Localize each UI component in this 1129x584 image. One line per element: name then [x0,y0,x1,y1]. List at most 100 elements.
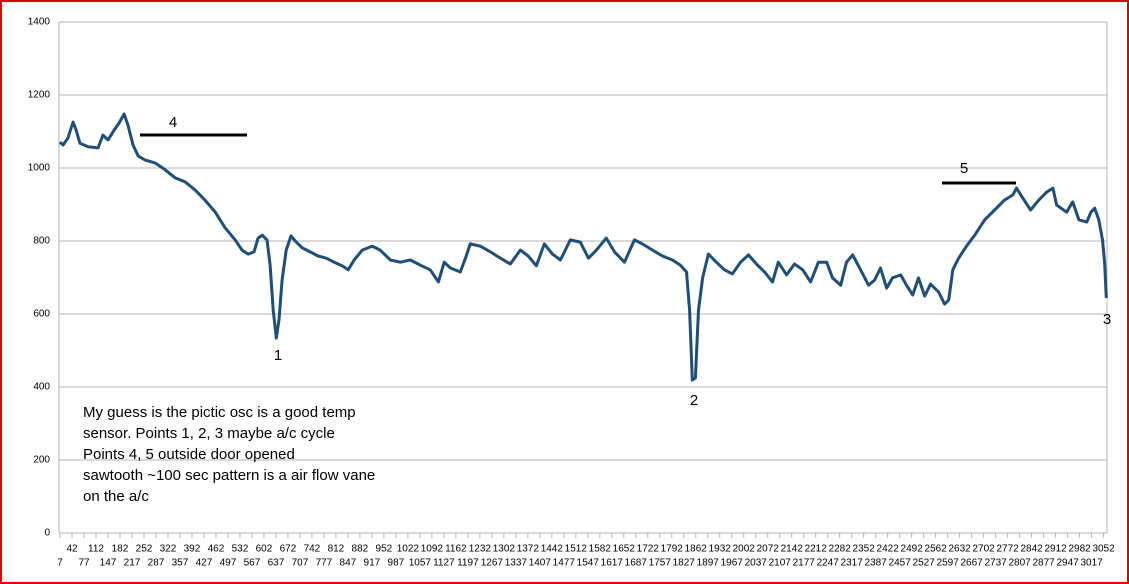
x-tick-label: 1792 [661,544,684,555]
x-tick-label: 7 [57,558,63,569]
x-tick-label: 42 [66,544,78,555]
x-tick-label: 427 [196,558,213,569]
x-tick-label: 2562 [925,544,948,555]
x-tick-label: 1162 [445,544,467,555]
x-tick-label: 2107 [769,558,792,569]
x-tick-label: 322 [160,544,177,555]
x-tick-label: 2667 [961,558,984,569]
x-tick-label: 1932 [709,544,732,555]
y-tick-label: 400 [33,382,50,393]
x-tick-label: 2527 [913,558,936,569]
x-tick-label: 2072 [757,544,780,555]
x-tick-label: 1967 [721,558,744,569]
x-tick-label: 742 [304,544,321,555]
x-tick-label: 1197 [457,558,479,569]
x-tick-label: 112 [88,544,104,555]
x-tick-label: 1582 [589,544,612,555]
x-tick-label: 1407 [529,558,552,569]
x-tick-label: 497 [220,558,237,569]
x-tick-label: 1722 [637,544,660,555]
y-tick-label: 1000 [28,163,51,174]
x-tick-label: 77 [78,558,90,569]
x-tick-label: 3017 [1080,558,1103,569]
x-tick-label: 2632 [949,544,972,555]
y-tick-label: 1400 [28,17,51,28]
x-tick-label: 1372 [517,544,540,555]
x-tick-label: 1477 [553,558,576,569]
note-line: sensor. Points 1, 2, 3 maybe a/c cycle [83,425,335,442]
x-tick-label: 637 [268,558,285,569]
x-tick-label: 1827 [673,558,696,569]
x-tick-label: 2457 [889,558,912,569]
x-tick-label: 602 [256,544,273,555]
x-tick-label: 567 [244,558,261,569]
x-tick-label: 2317 [841,558,864,569]
x-tick-label: 147 [100,558,117,569]
x-tick-label: 217 [124,558,141,569]
x-tick-label: 3052 [1092,544,1115,555]
note-line: sawtooth ~100 sec pattern is a air flow … [83,467,375,484]
x-tick-label: 2597 [937,558,960,569]
x-tick-label: 1512 [565,544,588,555]
x-tick-label: 1862 [685,544,708,555]
x-tick-label: 2212 [805,544,828,555]
data-line [58,112,1108,382]
x-tick-label: 1092 [421,544,444,555]
x-tick-label: 777 [316,558,333,569]
x-tick-label: 2142 [781,544,804,555]
x-tick-label: 1442 [541,544,564,555]
x-tick-label: 2037 [745,558,768,569]
x-tick-label: 2702 [973,544,996,555]
x-tick-label: 1617 [601,558,624,569]
note-line: My guess is the pictic osc is a good tem… [83,404,356,421]
y-tick-label: 200 [33,455,50,466]
x-tick-label: 2772 [996,544,1019,555]
x-tick-label: 2947 [1056,558,1079,569]
x-tick-label: 882 [352,544,369,555]
x-tick-label: 1652 [613,544,636,555]
x-tick-label: 2912 [1044,544,1067,555]
x-tick-label: 917 [364,558,381,569]
x-tick-label: 2387 [865,558,888,569]
x-tick-label: 357 [172,558,189,569]
x-tick-label: 1757 [649,558,672,569]
x-tick-label: 1337 [505,558,528,569]
x-tick-label: 2877 [1032,558,1055,569]
x-tick-label: 2842 [1020,544,1043,555]
note-line: on the a/c [83,488,149,505]
annotation: 2 [690,392,698,409]
x-tick-label: 252 [136,544,153,555]
x-tick-label: 287 [148,558,165,569]
x-tick-label: 2002 [733,544,756,555]
x-tick-label: 2247 [817,558,840,569]
annotation: 1 [274,347,282,364]
x-tick-label: 532 [232,544,249,555]
annotation: 5 [960,160,968,177]
x-tick-label: 2492 [901,544,924,555]
x-tick-label: 2982 [1068,544,1091,555]
x-tick-label: 1022 [397,544,420,555]
x-tick-label: 812 [328,544,345,555]
x-tick-label: 1302 [493,544,516,555]
x-tick-label: 952 [376,544,393,555]
x-tick-label: 707 [292,558,309,569]
x-tick-label: 2282 [829,544,852,555]
x-tick-label: 1897 [697,558,720,569]
x-tick-label: 2422 [877,544,900,555]
x-tick-label: 462 [208,544,225,555]
x-tick-label: 392 [184,544,201,555]
x-tick-label: 2737 [984,558,1007,569]
x-tick-label: 1547 [577,558,600,569]
y-tick-label: 1200 [28,90,51,101]
x-tick-label: 2352 [853,544,876,555]
note-line: Points 4, 5 outside door opened [83,446,295,463]
x-tick-label: 847 [340,558,357,569]
y-tick-label: 800 [33,236,50,247]
annotation: 3 [1103,311,1111,328]
x-tick-label: 1127 [433,558,455,569]
annotation: 4 [169,114,177,131]
x-tick-label: 1687 [625,558,648,569]
x-tick-label: 987 [388,558,405,569]
